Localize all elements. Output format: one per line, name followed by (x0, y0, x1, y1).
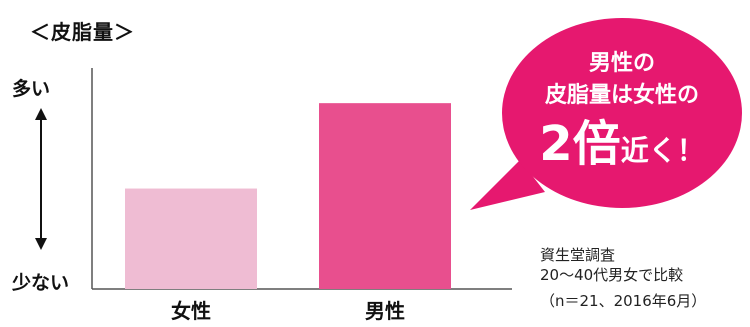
callout-bubble: 男性の 皮脂量は女性の 2倍近く！ (470, 18, 742, 210)
callout-circle (502, 18, 742, 208)
bar-female (125, 188, 257, 289)
callout-line1: 男性の (589, 51, 655, 76)
x-tick-label-female: 女性 (171, 299, 211, 323)
source-line-3: （n＝21、2016年6月） (540, 292, 707, 310)
callout-line2: 皮脂量は女性の (545, 82, 699, 108)
source-line-1: 資生堂調査 (540, 246, 616, 264)
scale-arrow-icon (35, 108, 47, 250)
source-line-2: 20〜40代男女で比較 (540, 266, 684, 284)
callout-line3-rest: 近く！ (621, 134, 705, 167)
chart-title: ＜皮脂量＞ (30, 20, 135, 44)
callout-emphasis: 2倍 (539, 116, 620, 172)
x-tick-label-male: 男性 (365, 299, 405, 323)
bar-male (319, 103, 451, 289)
y-axis-top-label: 多い (12, 78, 51, 100)
callout-shape (470, 160, 545, 210)
y-axis-bottom-label: 少ない (12, 272, 70, 294)
callout-line3: 2倍近く！ (539, 116, 704, 172)
